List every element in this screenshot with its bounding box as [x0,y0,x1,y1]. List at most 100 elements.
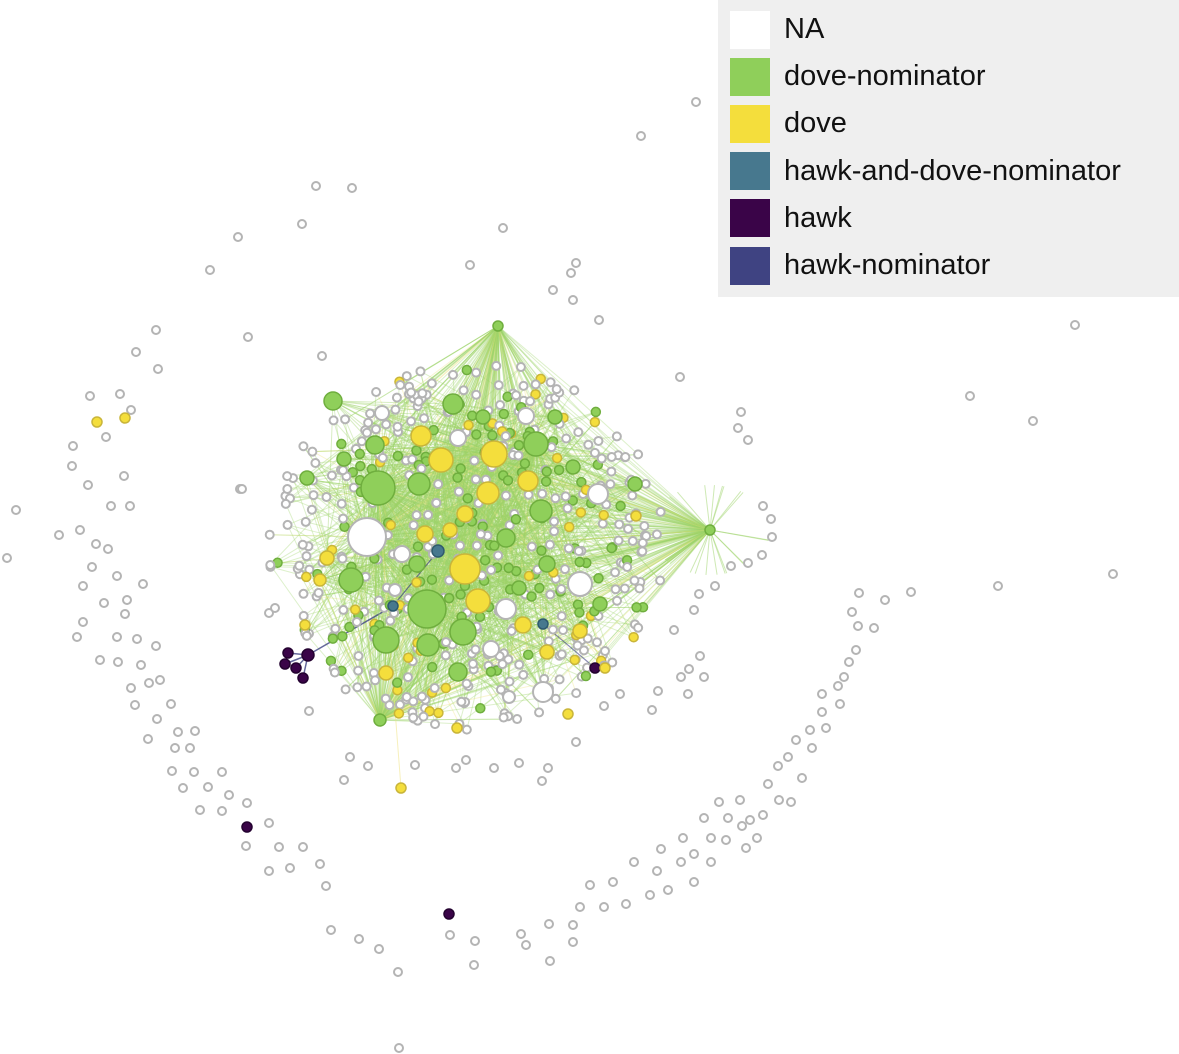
na-node [543,763,553,773]
edge [377,487,526,595]
na-node [338,604,349,615]
na-node [655,575,666,586]
edge [535,443,616,573]
na-node [408,520,419,531]
dove-node [572,623,588,639]
na-node [353,665,364,676]
na-node [597,518,608,529]
edge [432,529,711,542]
edge [367,325,499,424]
na-node [491,360,502,371]
na-node [458,385,469,396]
edge [379,390,465,721]
edge [303,477,381,721]
na-node [821,723,831,733]
na-node [482,640,500,658]
edge [453,529,711,536]
edge [464,463,526,570]
na-node [506,625,517,636]
edge [366,536,644,608]
dove-nominator-node [547,409,563,425]
na-node [587,483,609,505]
na-node [548,285,558,295]
na-node [361,427,372,438]
dove-nominator-node [487,430,498,441]
edge [385,424,466,570]
edge [379,546,429,721]
dove-nominator-node [541,466,552,477]
na-node [347,183,357,193]
na-node [173,727,183,737]
edge [518,466,574,589]
edge [426,608,582,678]
edge [555,529,711,700]
edge [406,568,466,698]
na-node [534,707,545,718]
edge [316,573,381,721]
dove-nominator-node [416,633,440,657]
na-node [340,684,351,695]
na-node [151,641,161,651]
na-node [993,581,1003,591]
dove-nominator-node [426,574,438,585]
dove-node [449,553,481,585]
edge [379,718,518,721]
na-node [166,699,176,709]
edge [332,400,451,531]
na-node [639,521,650,532]
edge [426,608,560,657]
na-node [122,595,132,605]
edge [303,568,466,617]
edge [440,459,577,638]
edge [299,568,466,575]
na-node [274,842,284,852]
dove-nominator-node [523,431,549,457]
edge [366,393,410,538]
na-node [550,493,561,504]
na-node [454,540,465,551]
dove-node [539,644,555,660]
na-node [300,516,311,527]
na-node [469,960,479,970]
edge [371,325,499,470]
edge [431,443,537,581]
dove-nominator-node [475,703,486,714]
legend-swatch-dove [730,104,770,143]
dove-nominator-node [538,555,556,573]
na-node [619,583,630,594]
na-node [195,805,205,815]
edge [366,536,566,570]
edge [704,485,711,531]
edge [541,517,711,531]
na-node [767,532,777,542]
na-node [430,719,441,730]
edge [440,411,596,461]
na-node [549,516,560,527]
na-node [115,389,125,399]
edge [464,370,468,570]
edge [709,491,742,531]
na-node [385,615,396,626]
dove-node [410,425,432,447]
edge [379,502,592,721]
na-node [733,423,743,433]
edge [381,412,529,482]
edge [541,517,711,531]
na-node [689,605,699,615]
na-node [408,712,419,723]
dove-nominator-node [502,475,514,486]
na-node [545,956,555,966]
dove-node [630,510,642,522]
na-node [486,564,497,575]
edge [452,325,499,376]
na-node [136,660,146,670]
dove-node [465,588,491,614]
na-node [371,386,382,397]
na-node [504,676,515,687]
na-node [965,391,975,401]
na-node [347,517,387,557]
edge [373,443,537,490]
na-node [170,743,180,753]
na-node [495,684,506,695]
na-node [321,881,331,891]
